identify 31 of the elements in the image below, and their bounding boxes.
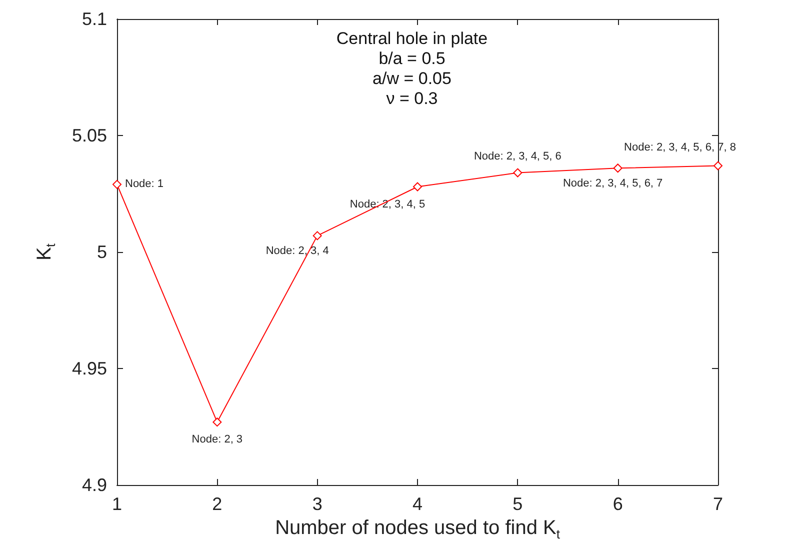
x-tick-label: 4	[412, 494, 423, 514]
point	[513, 168, 522, 178]
annotation: b/a = 0.5	[378, 49, 446, 68]
point	[212, 418, 222, 427]
annotation: Node: 2, 3, 4, 5, 6	[474, 150, 562, 162]
point	[413, 182, 422, 192]
y-tick-label: 4.9	[82, 475, 107, 495]
y-tick-label: 5.05	[72, 126, 107, 146]
y-tick-label: 5.1	[82, 9, 107, 29]
y-tick-label: 4.95	[72, 358, 107, 378]
annotation: Node: 1	[125, 178, 164, 190]
x-tick-label: 3	[312, 494, 322, 514]
point	[714, 161, 722, 170]
x-tick-label: 6	[612, 494, 623, 514]
x-tick-label: 1	[112, 494, 122, 514]
annotation: ν = 0.3	[386, 89, 438, 108]
annotation: Node: 2, 3, 4, 5, 6, 7	[562, 178, 663, 190]
point	[613, 164, 622, 173]
annotation: Node: 2, 3	[192, 434, 243, 446]
annotation: a/w = 0.05	[372, 69, 452, 88]
y-tick-label: 5	[96, 242, 107, 262]
annotation: Node: 2, 3, 4, 5	[350, 198, 426, 210]
x-tick-label: 2	[212, 494, 222, 514]
annotation: Central hole in plate	[336, 29, 488, 48]
y-axis-title: Kt	[34, 243, 58, 260]
point	[112, 180, 122, 189]
annotation: Node: 2, 3, 4	[266, 245, 329, 258]
annotation: Node: 2, 3, 4, 5, 6, 7, 8	[624, 141, 736, 154]
x-tick-label: 5	[512, 494, 523, 514]
x-tick-label: 7	[712, 494, 724, 514]
point	[312, 231, 322, 240]
